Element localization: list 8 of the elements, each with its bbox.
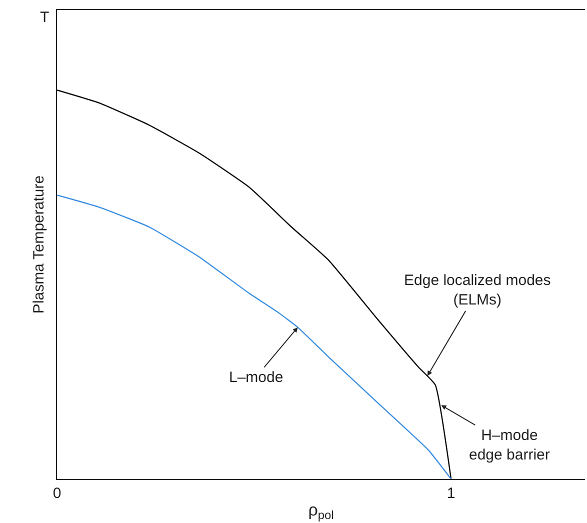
annotation: H–mode edge barrier — [469, 427, 550, 464]
annotation: L–mode — [229, 369, 284, 386]
y-axis-title: Plasma Temperature — [30, 175, 48, 314]
x-tick-label: 0 — [52, 485, 62, 502]
x-tick-label: 1 — [446, 485, 456, 502]
annotation: Edge localized modes (ELMs) — [404, 272, 551, 308]
x-axis-title: ρ$_{pol}$ — [308, 500, 334, 522]
text: T — [40, 9, 50, 26]
